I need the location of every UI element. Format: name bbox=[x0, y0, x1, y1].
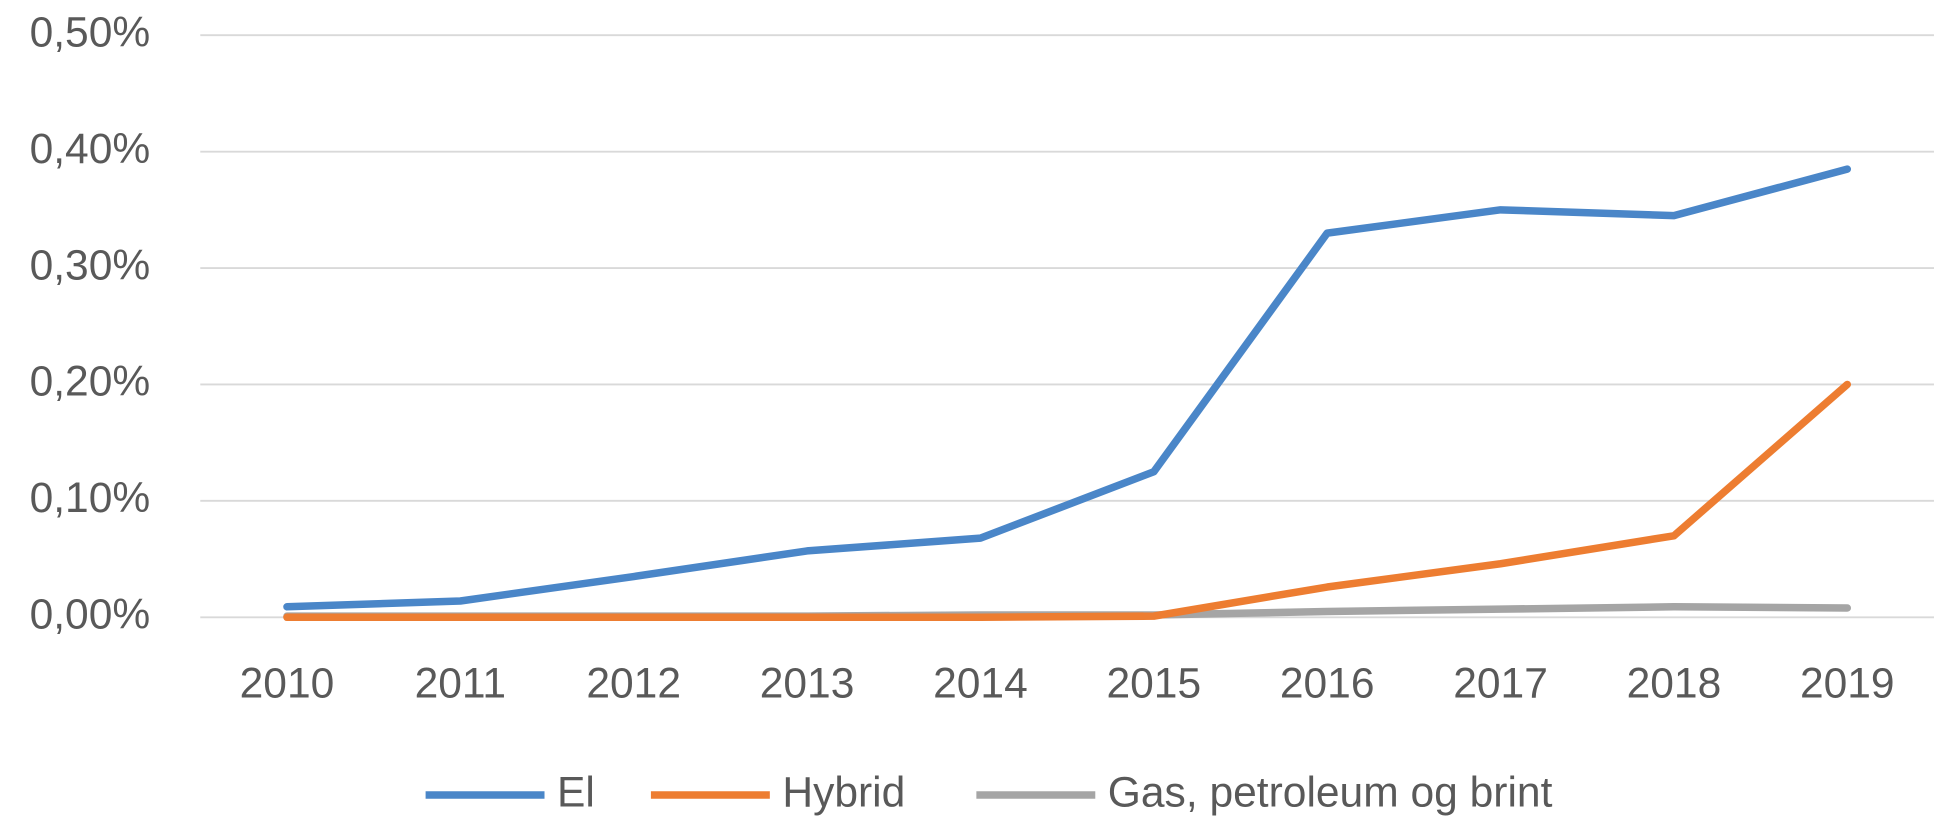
y-tick-label: 0,50% bbox=[30, 8, 151, 56]
legend-label: Hybrid bbox=[782, 768, 905, 816]
series-line bbox=[283, 165, 1852, 611]
x-tick-label: 2018 bbox=[1627, 659, 1722, 707]
series-line bbox=[283, 380, 1852, 622]
y-tick-label: 0,30% bbox=[30, 241, 151, 289]
x-tick-label: 2017 bbox=[1453, 659, 1548, 707]
x-tick-label: 2013 bbox=[760, 659, 855, 707]
x-tick-label: 2019 bbox=[1800, 659, 1895, 707]
y-tick-label: 0,10% bbox=[30, 474, 151, 522]
x-tick-label: 2016 bbox=[1280, 659, 1375, 707]
x-tick-label: 2014 bbox=[933, 659, 1028, 707]
y-tick-label: 0,20% bbox=[30, 358, 151, 406]
x-tick-label: 2012 bbox=[586, 659, 681, 707]
x-tick-label: 2010 bbox=[240, 659, 335, 707]
y-tick-label: 0,40% bbox=[30, 125, 151, 173]
x-tick-label: 2011 bbox=[415, 659, 506, 707]
y-tick-label: 0,00% bbox=[30, 591, 151, 639]
legend-label: El bbox=[557, 768, 595, 816]
x-tick-label: 2015 bbox=[1106, 659, 1201, 707]
legend-label: Gas, petroleum og brint bbox=[1108, 768, 1553, 816]
